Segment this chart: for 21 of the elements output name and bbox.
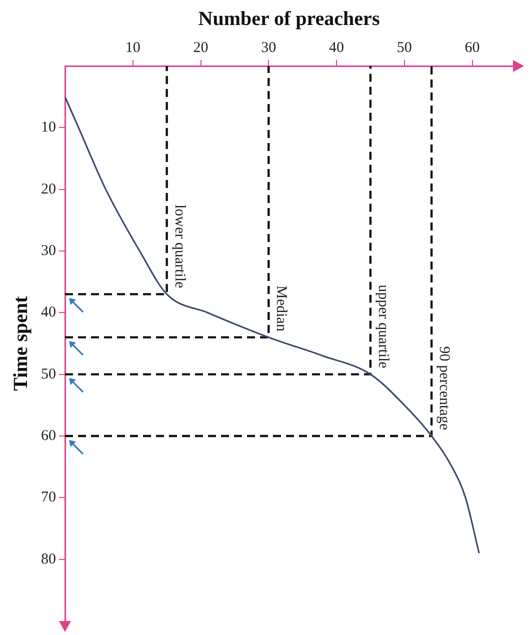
y-tick-label: 20 bbox=[41, 181, 56, 198]
x-tick-label: 20 bbox=[193, 40, 208, 56]
y-tick-label: 80 bbox=[41, 551, 56, 568]
y-tick-label: 50 bbox=[41, 366, 56, 382]
annotation: 90 percentage bbox=[436, 346, 452, 430]
y-tick-label: 10 bbox=[41, 120, 56, 136]
x-tick-label: 30 bbox=[261, 40, 276, 56]
x-tick-label: 40 bbox=[329, 40, 344, 56]
y-tick-label: 40 bbox=[41, 304, 56, 321]
x-tick-label: 10 bbox=[125, 40, 140, 56]
annotation: lower quartile bbox=[171, 204, 188, 289]
x-tick-label: 50 bbox=[396, 40, 412, 56]
x-axis-title: Number of preachers bbox=[198, 8, 380, 30]
line-series bbox=[65, 96, 480, 554]
x-tick-label: 60 bbox=[464, 40, 480, 56]
y-tick-label: 60 bbox=[41, 428, 56, 444]
annotation: Median bbox=[273, 286, 290, 332]
annotation: upper quartile bbox=[375, 284, 392, 369]
y-tick-label: 70 bbox=[41, 490, 56, 506]
y-axis-title: Time spent bbox=[10, 296, 32, 391]
y-tick-label: 30 bbox=[41, 242, 56, 259]
